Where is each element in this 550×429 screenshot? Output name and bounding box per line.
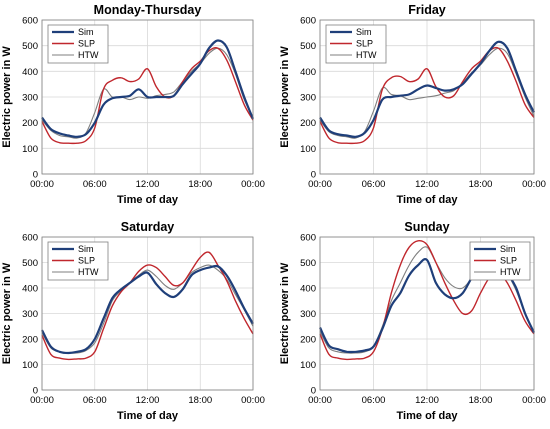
x-tick-label: 00:00 (30, 395, 54, 406)
y-tick-label: 100 (22, 144, 38, 155)
y-tick-label: 500 (22, 258, 38, 269)
x-tick-label: 12:00 (415, 395, 439, 406)
x-tick-label: 06:00 (362, 179, 386, 190)
y-axis-label: Electric power in W (1, 262, 13, 364)
legend-label: SLP (78, 39, 95, 49)
x-tick-label: 12:00 (415, 179, 439, 190)
y-tick-label: 300 (300, 93, 316, 104)
y-tick-label: 100 (22, 360, 38, 371)
y-tick-label: 400 (22, 284, 38, 295)
y-tick-label: 600 (300, 16, 316, 27)
y-tick-label: 200 (300, 335, 316, 346)
x-tick-label: 18:00 (469, 395, 493, 406)
chart-title: Saturday (121, 220, 175, 234)
y-tick-label: 100 (300, 360, 316, 371)
series-line-slp (41, 46, 254, 145)
legend-label: HTW (78, 267, 99, 277)
y-tick-label: 600 (22, 16, 38, 27)
y-tick-label: 0 (311, 386, 316, 397)
y-tick-label: 0 (311, 170, 316, 181)
x-tick-label: 06:00 (362, 395, 386, 406)
x-tick-label: 06:00 (83, 179, 107, 190)
series-line-sim (41, 39, 255, 138)
legend-label: SLP (500, 256, 517, 266)
x-tick-label: 00:00 (522, 179, 546, 190)
plot-frame (41, 19, 254, 175)
x-axis-label: Time of day (117, 194, 179, 206)
y-tick-label: 200 (22, 335, 38, 346)
y-tick-label: 400 (22, 67, 38, 78)
x-tick-label: 06:00 (83, 395, 107, 406)
y-tick-label: 300 (22, 309, 38, 320)
y-tick-label: 500 (300, 41, 316, 52)
legend-label: Sim (78, 244, 94, 254)
x-axis-label: Time of day (397, 410, 459, 422)
legend-label: HTW (78, 50, 99, 60)
y-tick-label: 200 (300, 118, 316, 129)
y-tick-label: 0 (33, 170, 38, 181)
chart-panel-2: 0 100 200 300 400 500 600 00:00 06:00 12:00 18:00 0… (279, 3, 546, 206)
legend-label: Sim (78, 27, 94, 37)
legend-label: Sim (356, 27, 372, 37)
legend-label: SLP (78, 256, 95, 266)
plot-frame (41, 236, 254, 391)
chart-panel-1: 0 100 200 300 400 500 600 00:00 06:00 12:00 18:00 0… (1, 3, 265, 206)
y-tick-label: 500 (22, 41, 38, 52)
plot-frame (319, 19, 535, 175)
legend-label: HTW (500, 267, 521, 277)
chart-panel-3: 0 100 200 300 400 500 600 00:00 06:00 12:00 18:00 0… (1, 220, 265, 422)
x-tick-label: 00:00 (522, 395, 546, 406)
x-tick-label: 18:00 (188, 179, 212, 190)
y-tick-label: 0 (33, 386, 38, 397)
x-tick-label: 00:00 (30, 179, 54, 190)
series-line-htw (41, 264, 254, 354)
y-tick-label: 400 (300, 284, 316, 295)
legend-label: SLP (356, 39, 373, 49)
chart-title: Sunday (404, 220, 449, 234)
y-tick-label: 500 (300, 258, 316, 269)
y-tick-label: 200 (22, 118, 38, 129)
x-tick-label: 00:00 (308, 179, 332, 190)
chart-title: Monday-Thursday (94, 3, 202, 17)
y-tick-label: 100 (300, 144, 316, 155)
chart-panel-4: 0 100 200 300 400 500 600 00:00 06:00 12:00 18:00 0… (279, 220, 546, 422)
y-tick-label: 400 (300, 67, 316, 78)
x-tick-label: 00:00 (241, 395, 265, 406)
x-tick-label: 12:00 (136, 179, 160, 190)
x-tick-label: 00:00 (308, 395, 332, 406)
y-axis-label: Electric power in W (1, 46, 13, 148)
chart-title: Friday (408, 3, 446, 17)
x-tick-label: 18:00 (188, 395, 212, 406)
y-tick-label: 300 (300, 309, 316, 320)
x-tick-label: 18:00 (469, 179, 493, 190)
series-line-slp (319, 46, 535, 145)
plot-frame (319, 236, 535, 391)
series-line-slp (41, 251, 254, 361)
y-axis-label: Electric power in W (279, 262, 291, 364)
x-tick-label: 00:00 (241, 179, 265, 190)
series-line-sim (319, 40, 535, 138)
x-axis-label: Time of day (397, 194, 459, 206)
legend-label: Sim (500, 244, 516, 254)
y-tick-label: 600 (300, 233, 316, 244)
y-axis-label: Electric power in W (279, 46, 291, 148)
y-tick-label: 300 (22, 93, 38, 104)
legend-label: HTW (356, 50, 377, 60)
x-tick-label: 12:00 (136, 395, 160, 406)
y-tick-label: 600 (22, 233, 38, 244)
series-line-sim (41, 264, 254, 355)
x-axis-label: Time of day (117, 410, 179, 422)
